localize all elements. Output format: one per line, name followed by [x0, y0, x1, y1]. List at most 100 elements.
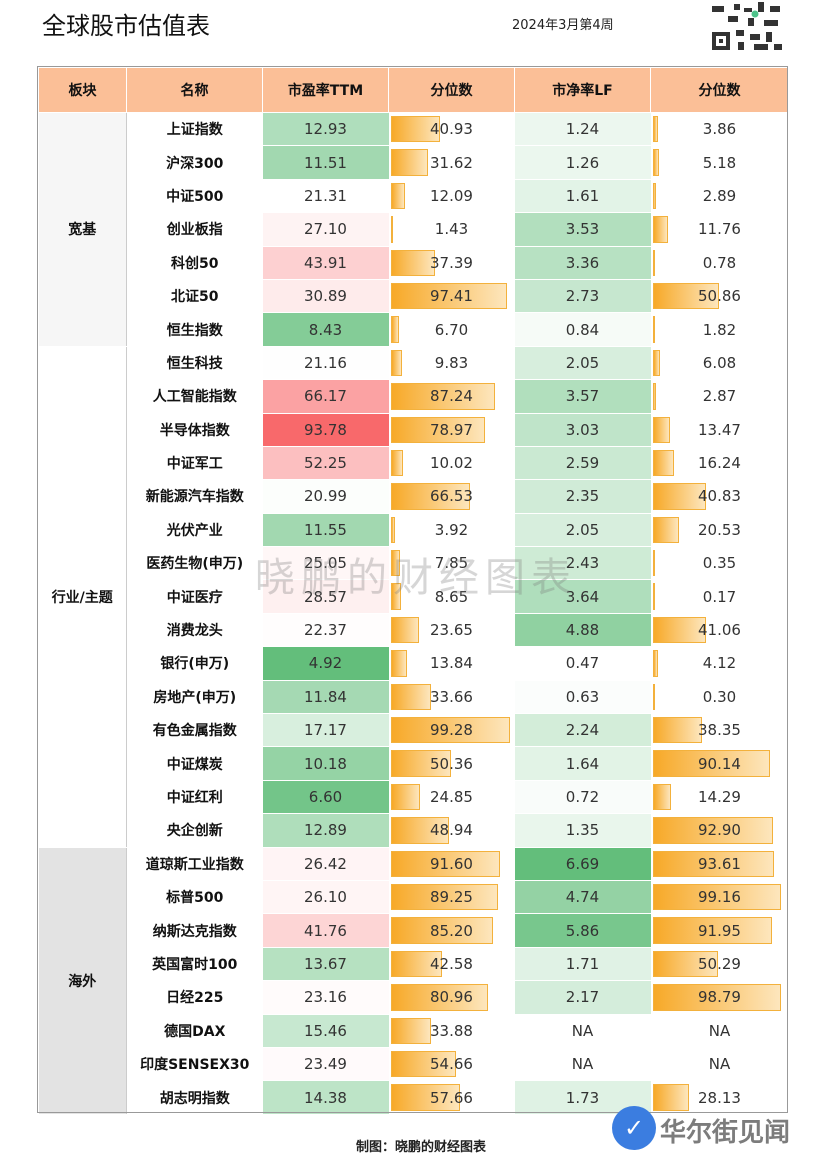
pe-percentile-cell: 89.25 [388, 880, 515, 915]
table-row: 银行(申万) 4.92 13.84 0.47 4.12 [39, 646, 789, 681]
index-name: 有色金属指数 [126, 713, 263, 748]
pb-percentile-cell: 0.17 [650, 579, 789, 614]
table-row: 人工智能指数 66.17 87.24 3.57 2.87 [39, 379, 789, 414]
pb-percentile-value: 0.30 [702, 687, 737, 706]
pb-percentile-bar [652, 817, 774, 844]
pb-cell: 2.17 [514, 980, 651, 1015]
pe-percentile-value: 1.43 [434, 220, 469, 239]
table-row: 医药生物(申万) 25.05 7.85 2.43 0.35 [39, 546, 789, 581]
pe-percentile-bar [390, 783, 421, 811]
pe-cell: 25.05 [262, 546, 389, 581]
pe-percentile-bar [390, 316, 399, 343]
footer-credit: 制图：晓鹏的财经图表 [356, 1140, 487, 1155]
index-name: 医药生物(申万) [126, 546, 263, 581]
pb-percentile-cell: 40.83 [650, 479, 789, 514]
index-name: 北证50 [126, 279, 263, 314]
pb-percentile-cell: 50.29 [650, 947, 789, 982]
pb-cell: 3.53 [514, 212, 651, 247]
pb-cell: 2.59 [514, 446, 651, 481]
pe-percentile-cell: 99.28 [388, 713, 515, 748]
pe-percentile-cell: 37.39 [388, 246, 515, 280]
pe-cell: 17.17 [262, 713, 389, 748]
pb-percentile-value: 50.29 [698, 954, 741, 973]
pb-cell: 3.64 [514, 579, 651, 614]
pe-percentile-value: 12.09 [430, 186, 473, 205]
pb-percentile-cell: NA [650, 1047, 789, 1082]
header-pe-percentile[interactable]: 分位数 [388, 67, 515, 113]
index-name: 创业板指 [126, 212, 263, 247]
pe-cell: 21.16 [262, 346, 389, 381]
pb-percentile-cell: 4.12 [650, 646, 789, 681]
pe-percentile-bar [390, 1017, 432, 1044]
pe-percentile-value: 10.02 [430, 454, 473, 473]
pe-cell: 27.10 [262, 212, 389, 247]
pb-percentile-value: 4.12 [702, 654, 737, 673]
index-name: 房地产(申万) [126, 680, 263, 715]
pe-percentile-bar [390, 449, 403, 477]
header-pb[interactable]: 市净率LF [514, 67, 651, 113]
pe-percentile-value: 97.41 [430, 287, 473, 306]
index-name: 恒生指数 [126, 312, 263, 347]
table-row: 海外 道琼斯工业指数 26.42 91.60 6.69 93.61 [38, 847, 789, 1115]
pb-cell: 2.43 [514, 546, 651, 581]
pb-cell: 1.35 [514, 813, 651, 848]
pe-percentile-value: 87.24 [430, 387, 473, 406]
pe-percentile-cell: 48.94 [388, 813, 515, 848]
pe-cell: 6.60 [262, 780, 389, 815]
pe-percentile-value: 37.39 [430, 253, 473, 272]
index-name: 中证500 [126, 179, 263, 214]
pb-percentile-bar [652, 783, 672, 811]
pb-percentile-bar [652, 583, 655, 610]
pb-percentile-bar [652, 550, 655, 577]
pe-percentile-bar [390, 850, 501, 877]
pe-cell: 13.67 [262, 947, 389, 982]
pe-percentile-bar [390, 1050, 457, 1078]
pe-percentile-cell: 33.66 [388, 680, 515, 715]
pe-cell: 66.17 [262, 379, 389, 414]
pe-percentile-value: 33.66 [430, 687, 473, 706]
pb-percentile-cell: NA [650, 1014, 789, 1048]
pb-cell: 4.74 [514, 880, 651, 915]
pb-percentile-bar [652, 850, 775, 877]
pb-percentile-cell: 41.06 [650, 613, 789, 648]
pe-percentile-value: 80.96 [430, 988, 473, 1007]
pe-cell: 43.91 [262, 246, 389, 280]
pb-percentile-cell: 20.53 [650, 513, 789, 548]
pe-cell: 41.76 [262, 913, 389, 948]
pe-cell: 14.38 [262, 1080, 389, 1115]
pb-cell: 0.72 [514, 780, 651, 815]
pb-percentile-cell: 11.76 [650, 212, 789, 247]
index-name: 德国DAX [126, 1014, 263, 1048]
pb-percentile-value: 14.29 [698, 788, 741, 806]
pe-percentile-bar [390, 917, 493, 944]
index-name: 银行(申万) [126, 646, 263, 681]
pb-percentile-bar [652, 316, 655, 343]
header-pe[interactable]: 市盈率TTM [262, 67, 389, 113]
pb-percentile-bar [652, 149, 660, 176]
pe-percentile-bar [390, 116, 440, 143]
pe-cell: 20.99 [262, 479, 389, 514]
table-row: 消费龙头 22.37 23.65 4.88 41.06 [39, 613, 789, 648]
pb-percentile-value: 0.35 [702, 554, 737, 573]
pb-percentile-bar [652, 717, 703, 744]
header-pb-percentile[interactable]: 分位数 [650, 67, 789, 113]
table-row: 房地产(申万) 11.84 33.66 0.63 0.30 [39, 680, 789, 715]
table-row: 纳斯达克指数 41.76 85.20 5.86 91.95 [39, 913, 789, 948]
pb-percentile-bar [652, 650, 658, 677]
pb-percentile-bar [652, 883, 782, 911]
header-name[interactable]: 名称 [126, 67, 263, 113]
overlay-watermark: 华尔街见闻 [660, 1118, 791, 1148]
pe-percentile-cell: 97.41 [388, 279, 515, 314]
pb-cell: 5.86 [514, 913, 651, 948]
pe-percentile-value: 89.25 [430, 888, 473, 907]
pe-percentile-cell: 13.84 [388, 646, 515, 681]
pe-percentile-bar [390, 149, 429, 176]
pe-percentile-cell: 9.83 [388, 346, 515, 381]
pb-percentile-value: 20.53 [698, 520, 741, 539]
header-sector[interactable]: 板块 [38, 67, 127, 113]
pe-percentile-bar [390, 1084, 460, 1111]
pe-percentile-value: 31.62 [430, 153, 473, 172]
pb-percentile-cell: 99.16 [650, 880, 789, 915]
table-row: 新能源汽车指数 20.99 66.53 2.35 40.83 [39, 479, 789, 514]
pe-percentile-cell: 7.85 [388, 546, 515, 581]
